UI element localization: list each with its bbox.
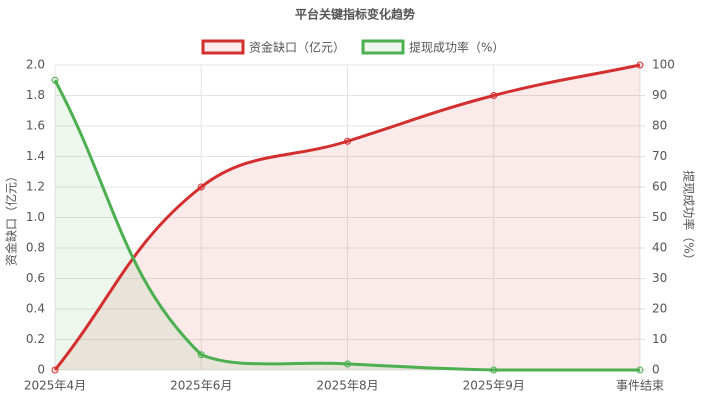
series-line	[53, 79, 640, 372]
x-tick-label: 2025年9月	[463, 379, 525, 393]
y2-axis-title: 提现成功率（%）	[682, 170, 697, 265]
y2-tick-label: 100	[652, 58, 675, 72]
chart-title: 平台关键指标变化趋势	[295, 7, 415, 22]
y2-tick-label: 0	[652, 363, 660, 377]
x-tick-label: 2025年4月	[24, 379, 86, 393]
x-tick-label: 事件结束	[616, 379, 664, 393]
y-tick-label: 1.0	[26, 210, 45, 224]
data-point	[490, 92, 498, 99]
data-point	[51, 366, 59, 374]
data-point	[197, 351, 205, 359]
series-area	[55, 65, 640, 370]
data-point	[344, 360, 351, 368]
y-tick-label: 1.8	[26, 88, 45, 102]
y2-tick-label: 10	[652, 332, 667, 346]
y2-tick-label: 80	[652, 119, 667, 133]
y-tick-label: 1.4	[26, 149, 45, 163]
data-point	[197, 183, 205, 191]
legend-label: 资金缺口（亿元）	[249, 40, 345, 55]
data-point	[51, 76, 59, 84]
y2-tick-label: 90	[652, 88, 667, 102]
y-tick-label: 0.8	[26, 241, 45, 255]
y2-tick-label: 20	[652, 302, 667, 316]
legend-swatch	[201, 39, 245, 55]
y-tick-label: 1.6	[26, 119, 45, 133]
y-tick-label: 1.2	[26, 180, 45, 194]
series-line	[53, 63, 641, 371]
y-tick-label: 0.6	[26, 271, 45, 285]
y-tick-label: 0.2	[26, 332, 45, 346]
y-tick-label: 2.0	[26, 58, 45, 72]
data-point	[344, 137, 351, 145]
y-tick-label: 0	[37, 363, 45, 377]
legend-swatch	[361, 39, 405, 55]
y-axis-title: 资金缺口（亿元）	[4, 170, 19, 266]
x-tick-label: 2025年8月	[316, 379, 378, 393]
y2-tick-label: 70	[652, 149, 667, 163]
x-tick-label: 2025年6月	[170, 379, 232, 393]
y2-tick-label: 50	[652, 210, 667, 224]
data-point	[636, 366, 644, 374]
y2-tick-label: 60	[652, 180, 667, 194]
data-point	[490, 366, 498, 374]
data-point	[636, 61, 644, 69]
y-tick-label: 0.4	[26, 302, 45, 316]
y2-tick-label: 40	[652, 241, 667, 255]
series-area	[55, 80, 640, 370]
legend-label: 提现成功率（%）	[409, 40, 504, 55]
y2-tick-label: 30	[652, 271, 667, 285]
